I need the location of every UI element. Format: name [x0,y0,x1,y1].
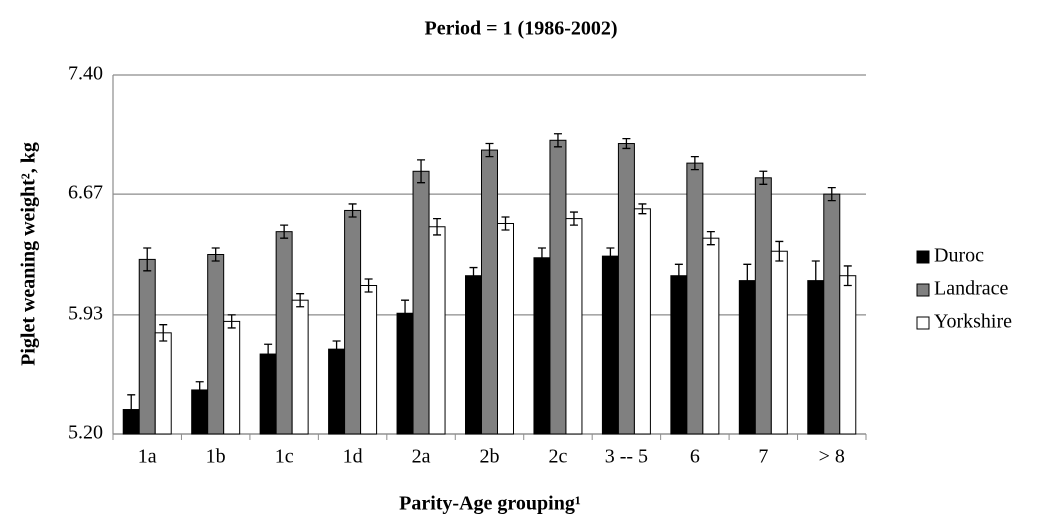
error-bar [127,394,136,425]
error-bar [280,224,289,239]
bar [601,255,619,435]
bar [223,320,241,435]
bar [633,208,651,435]
bar [138,258,156,435]
x-tick-label: 7 [758,446,768,468]
error-bar [211,247,220,262]
legend-swatch [916,283,930,297]
bar [839,275,857,435]
error-bar [143,247,152,272]
legend-swatch [916,316,930,330]
y-tick-label: 5.20 [68,422,103,444]
bar [770,250,788,435]
error-bar [195,381,204,399]
error-bar [553,133,562,148]
bar [360,285,378,435]
error-bar [537,247,546,269]
bar [617,143,635,435]
error-bar [417,159,426,184]
x-tick-label: 1b [206,446,226,468]
error-bar [401,299,410,327]
bar [259,353,277,435]
bar [807,280,825,435]
bar [344,209,362,435]
bar [328,348,346,435]
bar [207,254,225,435]
error-bar [264,343,273,365]
x-axis-label: Parity-Age grouping¹ [399,493,581,515]
legend-swatch [916,250,930,264]
bar [565,218,583,435]
bar [291,299,309,435]
bar [738,280,756,435]
error-bar [296,293,305,308]
bar [465,275,482,435]
bar [823,193,841,435]
bar [396,312,414,435]
error-bar [827,186,836,202]
bar [702,237,720,435]
error-bar [433,217,442,236]
x-tick-label: 3 -- 5 [605,446,648,468]
error-bar [348,203,357,218]
y-axis-label: Piglet weaning weight², kg [18,142,40,366]
error-bar [469,266,478,285]
error-bar [674,263,683,288]
error-bar [606,247,615,265]
x-tick-label: 1d [343,446,363,468]
legend-label: Yorkshire [934,311,1012,333]
bar [686,162,704,435]
bar [481,149,498,435]
error-bar [227,314,236,329]
legend-label: Duroc [934,245,984,267]
error-bar [569,211,578,226]
bar [549,139,567,435]
bar [533,257,551,435]
x-tick-label: 2b [480,446,500,468]
y-tick-label: 6.67 [68,182,103,204]
x-tick-label: 2c [549,446,568,468]
error-bar [743,263,752,298]
error-bar [811,260,820,301]
chart-title: Period = 1 (1986-2002) [424,18,617,40]
x-tick-label: 1a [138,446,157,468]
y-tick-label: 5.93 [68,302,103,324]
error-bar [332,340,341,358]
error-bar [501,216,510,231]
bar [670,275,688,435]
error-bar [690,155,699,171]
error-bar [775,240,784,262]
bar [497,222,514,435]
bar [754,177,772,435]
error-bar [759,170,768,185]
x-tick-label: 1c [275,446,294,468]
bar [428,226,446,435]
error-bar [364,278,373,293]
bar [275,231,293,435]
x-tick-label: 6 [690,446,700,468]
bar [412,170,430,435]
error-bar [706,231,715,246]
y-tick-label: 7.40 [68,63,103,85]
legend-label: Landrace [934,278,1009,300]
x-tick-label: > 8 [819,446,845,468]
error-bar [638,203,647,215]
error-bar [159,324,168,342]
error-bar [622,137,631,150]
error-bar [843,265,852,287]
x-tick-label: 2a [412,446,431,468]
bar [154,332,172,435]
error-bar [485,142,494,158]
